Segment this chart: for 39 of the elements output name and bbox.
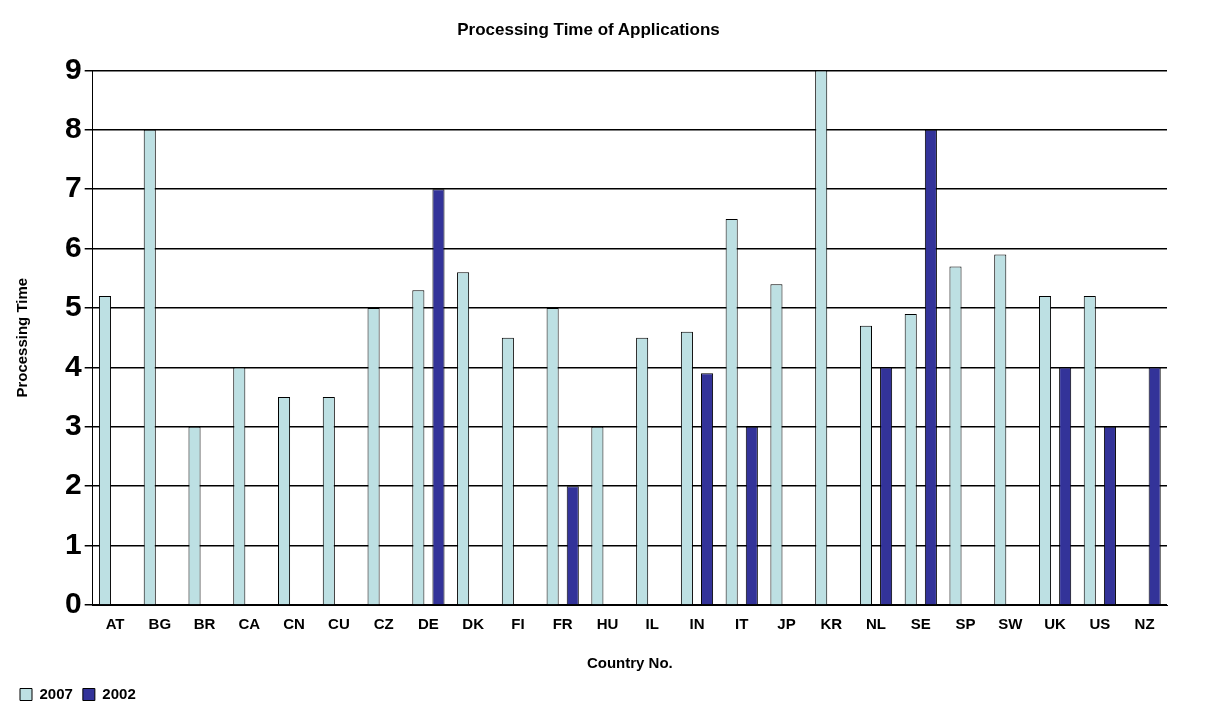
x-tick-label: IL: [645, 615, 659, 633]
x-tick-label: UK: [1044, 615, 1067, 633]
y-tick-label: 5: [65, 289, 82, 323]
chart-title: Processing Time of Applications: [457, 19, 720, 39]
x-tick-label: AT: [105, 615, 125, 633]
x-tick-label: DK: [462, 615, 485, 633]
y-tick-label: 1: [65, 526, 82, 560]
x-tick-label: DE: [417, 615, 439, 633]
x-tick-label: CZ: [373, 615, 394, 633]
y-tick-label: 8: [65, 111, 82, 145]
x-tick-label: HU: [596, 615, 619, 633]
x-tick-label: CA: [238, 615, 261, 633]
x-tick-label: BR: [193, 615, 216, 633]
y-axis-title: Processing Time: [13, 277, 31, 398]
legend-label: 2007: [39, 684, 73, 702]
x-tick-label: CU: [328, 615, 350, 633]
x-tick-label: FI: [511, 615, 525, 633]
x-tick-label: JP: [777, 615, 796, 633]
y-tick-label: 4: [65, 348, 82, 382]
x-tick-label: BG: [148, 615, 172, 633]
legend-label: 2002: [102, 684, 136, 702]
y-tick-label: 0: [65, 586, 82, 620]
x-tick-label: SP: [955, 615, 976, 633]
x-tick-label: IT: [735, 615, 749, 633]
x-tick-label: SW: [998, 615, 1024, 633]
y-tick-label: 7: [65, 170, 82, 204]
x-tick-label: FR: [552, 615, 573, 633]
y-tick-label: 2: [65, 467, 82, 501]
x-tick-label: IN: [689, 615, 705, 633]
x-tick-label: SE: [910, 615, 931, 633]
y-tick-label: 9: [65, 51, 82, 85]
x-tick-label: US: [1089, 615, 1111, 633]
y-tick-label: 6: [65, 229, 82, 263]
y-tick-label: 3: [65, 408, 82, 442]
x-axis-title: Country No.: [586, 654, 673, 672]
x-tick-label: NZ: [1134, 615, 1155, 633]
x-tick-label: CN: [283, 615, 305, 633]
x-tick-label: NL: [866, 615, 887, 633]
x-tick-label: KR: [820, 615, 843, 633]
